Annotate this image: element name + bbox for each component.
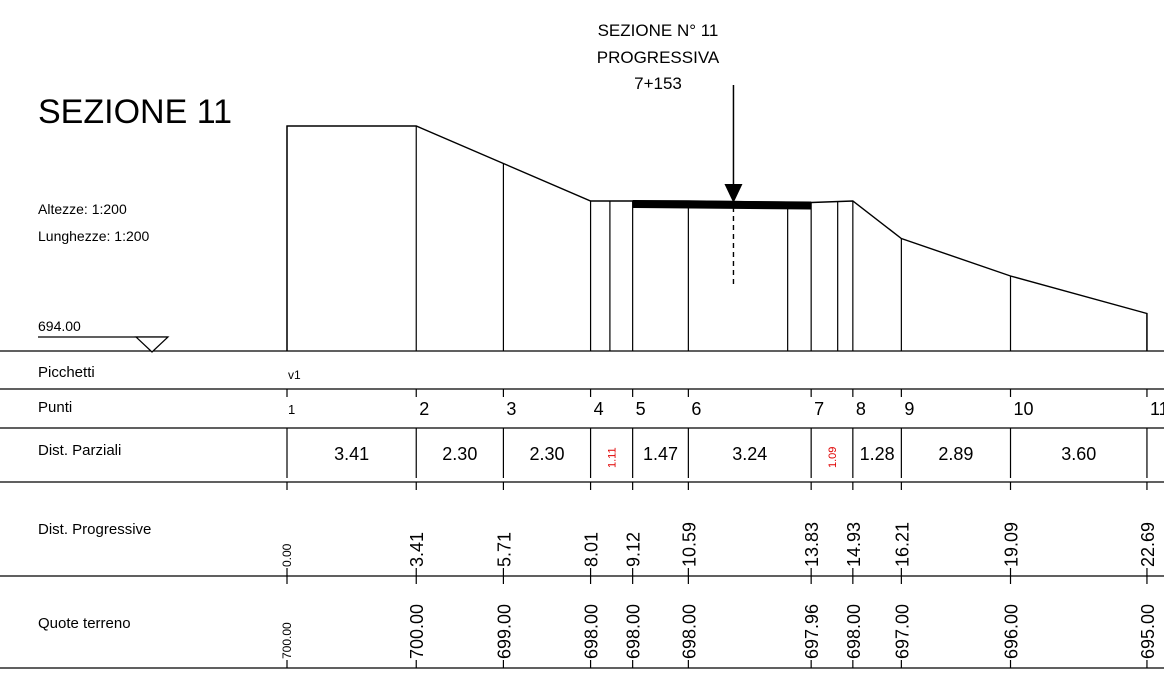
progressive-distance-value: 14.93 (844, 522, 864, 567)
elevation-value: 697.96 (802, 604, 822, 659)
elevation-value: 699.00 (494, 604, 514, 659)
ground-profile (286, 125, 1148, 351)
elevation-value: 700.00 (280, 622, 294, 659)
picchetto-label: v1 (288, 368, 301, 382)
partial-distance-value: 2.89 (938, 444, 973, 464)
point-number: 10 (1014, 399, 1034, 419)
section-arrow-head (724, 184, 743, 203)
road-platform (632, 200, 812, 210)
point-number: 8 (856, 399, 866, 419)
partial-distance-value: 3.41 (334, 444, 369, 464)
page-title: SEZIONE 11 (38, 93, 232, 131)
reference-level-label: 694.00 (38, 318, 81, 334)
elevation-value: 700.00 (407, 604, 427, 659)
row-label-dist-parziali: Dist. Parziali (38, 442, 122, 459)
partial-distance-value: 2.30 (442, 444, 477, 464)
partial-distance-value: 1.11 (607, 447, 619, 468)
point-number: 11 (1150, 399, 1164, 419)
progressive-distance-value: 10.59 (679, 522, 699, 567)
annotations (38, 85, 743, 353)
partial-distance-value: 1.47 (643, 444, 678, 464)
elevation-value: 697.00 (892, 604, 912, 659)
point-number: 9 (904, 399, 914, 419)
elevation-value: 698.00 (624, 604, 644, 659)
elevation-value: 696.00 (1002, 604, 1022, 659)
progressive-distance-value: 3.41 (407, 532, 427, 567)
progressive-distance-value: 5.71 (494, 532, 514, 567)
progressive-label: PROGRESSIVA (596, 48, 720, 67)
progressive-distance-value: 0.00 (280, 543, 294, 567)
elevation-value: 698.00 (844, 604, 864, 659)
point-number: 6 (691, 399, 701, 419)
progressive-value: 7+153 (634, 74, 682, 93)
progressive-distance-value: 8.01 (582, 532, 602, 567)
progressive-distance-value: 13.83 (802, 522, 822, 567)
data-table: v1 1 2 3 4 5 6 7 8 9 10 11 3.41 2.30 2.30 1.11 1.47 3.24 1… (0, 350, 1164, 669)
section-number-label: SEZIONE N° 11 (597, 21, 719, 40)
row-label-dist-progressive: Dist. Progressive (38, 521, 152, 538)
point-number: 1 (288, 402, 295, 417)
scale-heights: Altezze: 1:200 (38, 201, 127, 217)
partial-distance-value: 1.09 (827, 447, 839, 468)
scale-lengths: Lunghezze: 1:200 (38, 228, 150, 244)
point-number: 5 (636, 399, 646, 419)
partial-distance-value: 2.30 (529, 444, 564, 464)
progressive-distance-value: 16.21 (892, 522, 912, 567)
elevation-value: 695.00 (1138, 604, 1158, 659)
row-label-picchetti: Picchetti (38, 364, 95, 381)
row-label-punti: Punti (38, 399, 73, 416)
elevation-value: 698.00 (582, 604, 602, 659)
partial-distance-value: 1.28 (860, 444, 895, 464)
point-number: 3 (506, 399, 516, 419)
partial-distance-value: 3.24 (732, 444, 767, 464)
progressive-distance-value: 19.09 (1002, 522, 1022, 567)
progressive-distance-value: 22.69 (1138, 522, 1158, 567)
progressive-distance-value: 9.12 (624, 532, 644, 567)
point-number: 2 (419, 399, 429, 419)
elevation-value: 698.00 (679, 604, 699, 659)
point-number: 7 (814, 399, 824, 419)
partial-distance-value: 3.60 (1061, 444, 1096, 464)
point-number: 4 (594, 399, 604, 419)
row-label-quote-terreno: Quote terreno (38, 615, 131, 632)
reference-level-triangle (134, 336, 170, 353)
